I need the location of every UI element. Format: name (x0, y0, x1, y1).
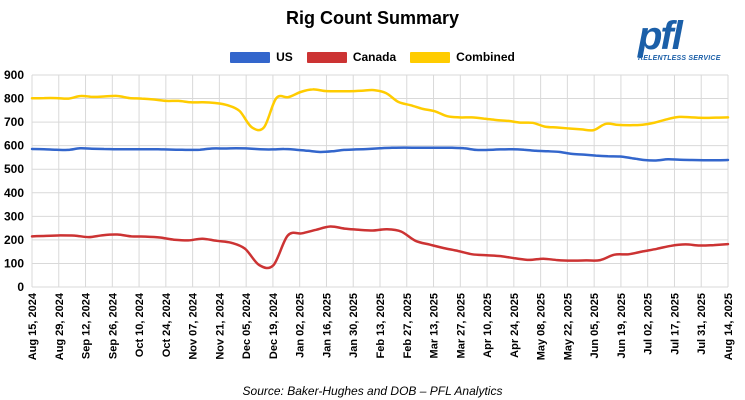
pfl-logo: pfl RELENTLESS SERVICE (630, 4, 740, 66)
x-tick-label: Jul 31, 2025 (696, 293, 708, 355)
series-line-us (30, 146, 730, 162)
legend-label: Canada (352, 50, 397, 64)
legend-swatch (306, 51, 347, 63)
legend-item-us: US (230, 50, 293, 64)
x-tick-label: Apr 10, 2025 (482, 293, 494, 358)
x-tick-label: Nov 21, 2024 (214, 292, 226, 360)
x-tick-label: Jun 05, 2025 (589, 293, 601, 358)
x-tick-label: Aug 15, 2024 (27, 292, 39, 360)
x-tick-label: Oct 10, 2024 (134, 292, 146, 357)
y-tick-label: 900 (4, 68, 24, 82)
y-tick-label: 200 (4, 233, 24, 247)
x-tick-label: Jan 02, 2025 (295, 293, 307, 358)
series-line-canada (30, 225, 730, 270)
y-tick-label: 800 (4, 92, 24, 106)
y-tick-label: 100 (4, 256, 24, 270)
x-tick-label: Feb 27, 2025 (402, 293, 414, 358)
x-tick-label: Aug 29, 2024 (54, 292, 66, 360)
logo-text: pfl (638, 14, 683, 58)
x-tick-label: Nov 07, 2024 (188, 292, 200, 360)
y-tick-label: 500 (4, 162, 24, 176)
legend-label: Combined (456, 50, 515, 64)
x-tick-label: Sep 26, 2024 (107, 292, 119, 359)
x-tick-label: May 08, 2025 (536, 293, 548, 360)
legend-item-combined: Combined (410, 50, 515, 64)
x-tick-label: Mar 27, 2025 (455, 293, 467, 358)
legend: US Canada Combined (0, 50, 745, 64)
x-tick-label: Jul 02, 2025 (643, 293, 655, 355)
x-tick-label: Jan 16, 2025 (321, 293, 333, 358)
chart-title: Rig Count Summary (285, 8, 459, 28)
legend-label: US (276, 50, 293, 64)
x-tick-label: Dec 19, 2024 (268, 292, 280, 359)
legend-item-canada: Canada (306, 50, 397, 64)
x-tick-label: Dec 05, 2024 (241, 292, 253, 359)
x-tick-label: Jan 30, 2025 (348, 293, 360, 358)
x-tick-label: Jun 19, 2025 (616, 293, 628, 358)
x-tick-label: Oct 24, 2024 (161, 292, 173, 357)
y-tick-label: 600 (4, 139, 24, 153)
x-tick-label: Jul 17, 2025 (669, 293, 681, 355)
chart-source: Source: Baker-Hughes and DOB – PFL Analy… (242, 384, 503, 398)
y-tick-label: 400 (4, 186, 24, 200)
x-tick-label: Mar 13, 2025 (429, 293, 441, 358)
x-tick-label: Sep 12, 2024 (81, 292, 93, 359)
y-tick-label: 700 (4, 115, 24, 129)
y-tick-label: 300 (4, 209, 24, 223)
x-tick-label: May 22, 2025 (562, 293, 574, 360)
series-line-combined (30, 88, 730, 132)
logo-tagline: RELENTLESS SERVICE (638, 55, 721, 62)
legend-swatch (230, 51, 271, 63)
legend-swatch (410, 51, 451, 63)
y-tick-label: 0 (17, 280, 24, 294)
x-tick-label: Apr 24, 2025 (509, 293, 521, 358)
x-tick-label: Feb 13, 2025 (375, 293, 387, 358)
x-tick-label: Aug 14, 2025 (723, 293, 735, 360)
